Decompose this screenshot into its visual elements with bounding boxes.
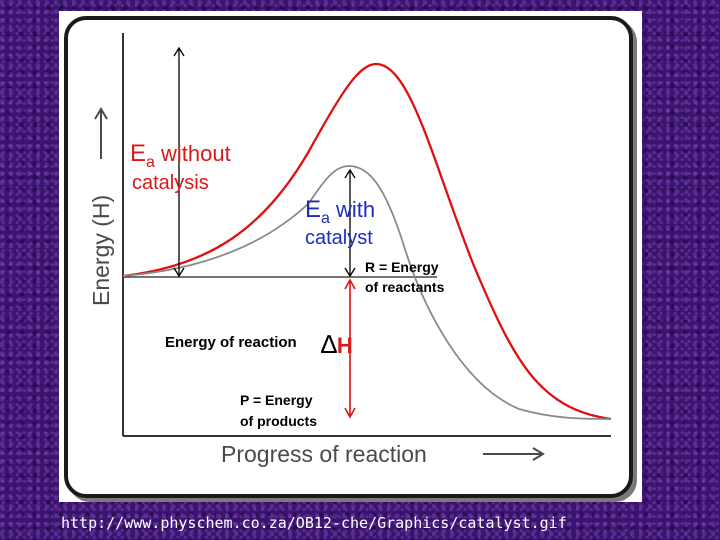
product-energy-label: P = Energy [240,392,313,408]
source-url-caption: http://www.physchem.co.za/OB12-che/Graph… [61,514,567,532]
ea-without-arrow [173,46,185,278]
x-axis-arrow [483,447,545,461]
reactant-energy-label-line2: of reactants [365,279,445,295]
diagram-frame [64,16,633,498]
ea-without-label-line2: catalysis [132,172,209,194]
ea-with-label-line2: catalyst [305,227,373,249]
delta-h-label: ∆H [321,329,353,359]
delta-h-arrow [344,278,356,419]
catalyzed-curve [122,165,612,420]
ea-without-label: Ea without [130,140,231,171]
x-axis-title: Progress of reaction [221,441,427,467]
slide-panel: Ea without catalysis Ea with catalyst R … [59,11,642,502]
ea-with-arrow [344,168,356,278]
reactant-energy-label: R = Energy [365,259,439,275]
product-energy-label-line2: of products [240,413,317,429]
energy-of-reaction-label: Energy of reaction [165,334,297,351]
uncatalyzed-curve [122,62,612,421]
ea-with-label: Ea with [305,196,375,227]
y-axis-arrow [94,107,108,159]
y-axis-title: Energy (H) [88,195,114,306]
energy-diagram: Ea without catalysis Ea with catalyst R … [88,33,612,467]
